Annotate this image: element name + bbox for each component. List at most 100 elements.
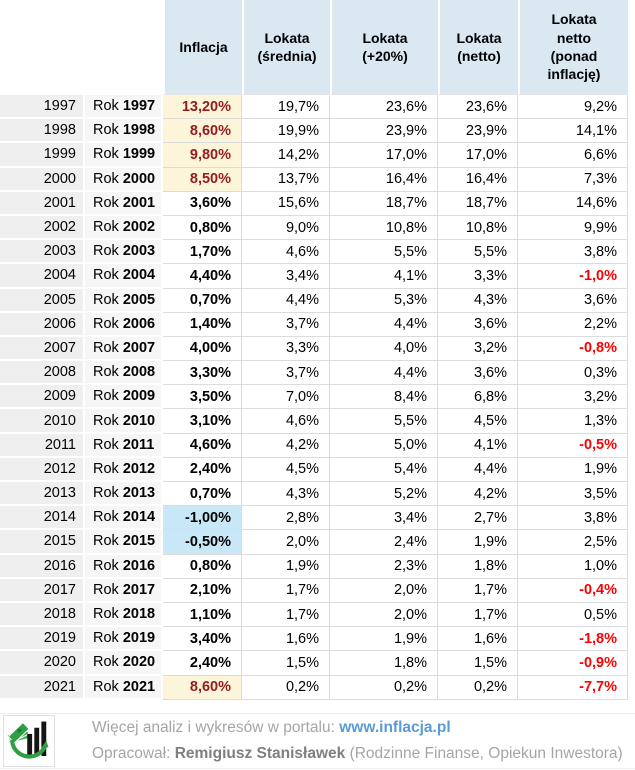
table-row: 2020 Rok 2020 2,40% 1,5% 1,8% 1,5% -0,9% [0, 651, 628, 676]
inflation-cell: 8,60% [163, 119, 242, 144]
inflation-cell: 4,40% [163, 264, 242, 289]
rok-year: 2011 [122, 436, 155, 453]
rok-cell: Rok 2008 [85, 361, 163, 386]
inflation-cell: 2,40% [163, 457, 242, 482]
rok-prefix: Rok [93, 460, 119, 477]
table-row: 1999 Rok 1999 9,80% 14,2% 17,0% 17,0% 6,… [0, 143, 628, 168]
lokata-plus20-cell: 17,0% [330, 143, 438, 168]
portal-link[interactable]: www.inflacja.pl [339, 719, 451, 736]
lokata-ponad-cell: 2,2% [518, 312, 628, 337]
header-lokata-netto: Lokata (netto) [438, 0, 518, 95]
table-row: 2011 Rok 2011 4,60% 4,2% 5,0% 4,1% -0,5% [0, 433, 628, 458]
rok-prefix: Rok [93, 485, 119, 502]
lokata-ponad-cell: 9,9% [518, 215, 628, 241]
author-suffix: (Rodzinne Finanse, Opiekun Inwestora) [345, 745, 623, 762]
lokata-plus20-cell: 5,5% [330, 240, 438, 265]
lokata-netto-cell: 6,8% [438, 385, 518, 410]
lokata-srednia-cell: 4,3% [242, 482, 330, 507]
lokata-netto-cell: 4,4% [438, 457, 518, 482]
lokata-ponad-cell: 6,6% [518, 143, 628, 168]
year-cell: 2010 [0, 409, 85, 434]
rok-prefix: Rok [93, 243, 119, 260]
lokata-ponad-cell: -0,5% [518, 433, 628, 458]
inflation-cell: 0,80% [163, 554, 242, 579]
lokata-netto-cell: 2,7% [438, 506, 518, 531]
year-cell: 2004 [0, 264, 85, 289]
rok-year: 1998 [122, 122, 156, 139]
rok-cell: Rok 2014 [85, 506, 163, 531]
rok-year: 2017 [122, 581, 156, 598]
lokata-ponad-cell: 3,2% [518, 385, 628, 410]
lokata-ponad-cell: 9,2% [518, 95, 628, 120]
lokata-ponad-cell: 14,6% [518, 191, 628, 216]
lokata-ponad-cell: -1,0% [518, 264, 628, 289]
lokata-plus20-cell: 5,4% [330, 457, 438, 482]
lokata-srednia-cell: 4,6% [242, 240, 330, 265]
rok-year: 2005 [122, 291, 156, 308]
year-cell: 2014 [0, 506, 85, 531]
rok-prefix: Rok [93, 98, 119, 115]
lokata-ponad-cell: -0,9% [518, 651, 628, 676]
year-cell: 2007 [0, 336, 85, 362]
rok-cell: Rok 2001 [85, 191, 163, 216]
lokata-plus20-cell: 1,8% [330, 651, 438, 676]
rok-cell: Rok 2002 [85, 215, 163, 241]
lokata-plus20-cell: 4,4% [330, 361, 438, 386]
rok-prefix: Rok [93, 146, 119, 163]
lokata-srednia-cell: 1,5% [242, 651, 330, 676]
lokata-netto-cell: 1,9% [438, 530, 518, 555]
header-lokata-plus20: Lokata (+20%) [330, 0, 438, 95]
lokata-netto-cell: 4,3% [438, 288, 518, 313]
lokata-srednia-cell: 13,7% [242, 167, 330, 192]
inflation-cell: 8,50% [163, 167, 242, 192]
footer-line2: Opracował: Remigiusz Stanisławek (Rodzin… [92, 741, 623, 767]
rok-prefix: Rok [93, 654, 119, 671]
portal-text: Więcej analiz i wykresów w portalu: [92, 719, 340, 736]
lokata-netto-cell: 3,6% [438, 361, 518, 386]
year-cell: 2008 [0, 361, 85, 386]
inflation-cell: 1,10% [163, 602, 242, 628]
table-row: 2014 Rok 2014 -1,00% 2,8% 3,4% 2,7% 3,8% [0, 506, 628, 531]
lokata-netto-cell: 23,9% [438, 119, 518, 144]
lokata-netto-cell: 1,7% [438, 578, 518, 603]
rok-cell: Rok 2003 [85, 240, 163, 265]
lokata-netto-cell: 4,5% [438, 409, 518, 434]
rok-prefix: Rok [93, 606, 119, 623]
table-row: 2010 Rok 2010 3,10% 4,6% 5,5% 4,5% 1,3% [0, 409, 628, 434]
lokata-srednia-cell: 4,5% [242, 457, 330, 482]
table-row: 2005 Rok 2005 0,70% 4,4% 5,3% 4,3% 3,6% [0, 288, 628, 313]
year-cell: 1999 [0, 143, 85, 168]
rok-cell: Rok 2016 [85, 554, 163, 579]
lokata-netto-cell: 18,7% [438, 191, 518, 216]
table-row: 2017 Rok 2017 2,10% 1,7% 2,0% 1,7% -0,4% [0, 578, 628, 603]
rok-year: 2008 [122, 364, 156, 381]
lokata-srednia-cell: 19,7% [242, 95, 330, 120]
lokata-netto-cell: 17,0% [438, 143, 518, 168]
header-lokata-srednia: Lokata (średnia) [242, 0, 330, 95]
year-cell: 2002 [0, 215, 85, 241]
year-cell: 2000 [0, 167, 85, 192]
year-cell: 2011 [0, 433, 85, 458]
rok-prefix: Rok [93, 364, 119, 381]
rok-prefix: Rok [93, 315, 119, 332]
rok-prefix: Rok [93, 170, 119, 187]
lokata-plus20-cell: 0,2% [330, 675, 438, 700]
rok-cell: Rok 2007 [85, 336, 163, 362]
rok-prefix: Rok [93, 630, 119, 647]
inflation-cell: 13,20% [163, 95, 242, 120]
lokata-netto-cell: 1,5% [438, 651, 518, 676]
rok-year: 2004 [122, 267, 156, 284]
rok-year: 2010 [122, 412, 156, 429]
table-row: 2006 Rok 2006 1,40% 3,7% 4,4% 3,6% 2,2% [0, 312, 628, 337]
rok-cell: Rok 1998 [85, 119, 163, 144]
rok-cell: Rok 2010 [85, 409, 163, 434]
rok-year: 1997 [122, 98, 156, 115]
lokata-netto-cell: 3,6% [438, 312, 518, 337]
header-lokata-netto-ponad: Lokata netto (ponad inflację) [518, 0, 628, 95]
table-row: 2009 Rok 2009 3,50% 7,0% 8,4% 6,8% 3,2% [0, 385, 628, 410]
lokata-netto-cell: 4,2% [438, 482, 518, 507]
rok-prefix: Rok [93, 509, 119, 526]
table-row: 2001 Rok 2001 3,60% 15,6% 18,7% 18,7% 14… [0, 191, 628, 216]
lokata-plus20-cell: 8,4% [330, 385, 438, 410]
inflation-cell: 4,00% [163, 336, 242, 362]
